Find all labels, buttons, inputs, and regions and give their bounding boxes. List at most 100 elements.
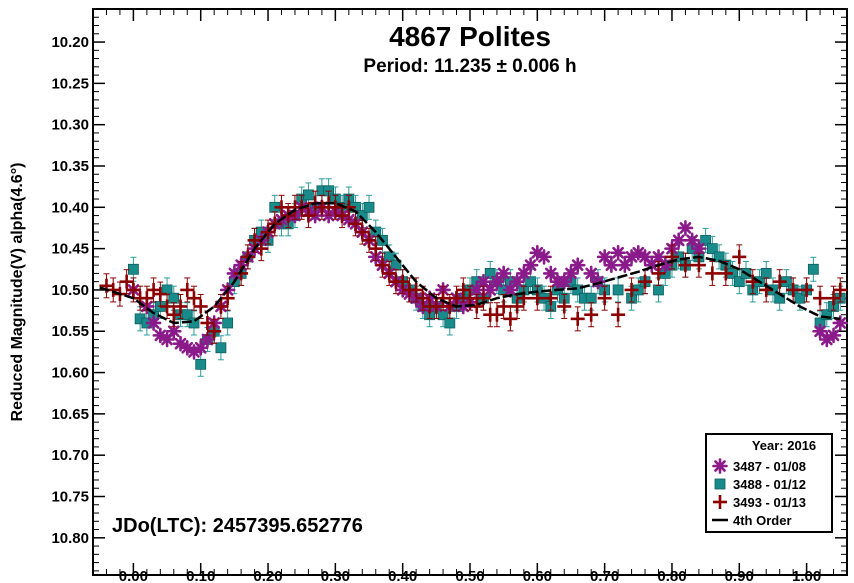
data-point: [463, 291, 477, 306]
x-tick-label: 0.40: [388, 568, 417, 583]
data-point: [700, 234, 712, 246]
y-tick-label: 10.80: [51, 530, 89, 547]
data-point: [510, 299, 525, 314]
data-point: [166, 307, 181, 322]
data-point: [826, 291, 841, 306]
data-point: [165, 323, 182, 340]
data-point: [772, 274, 787, 289]
x-tick-label: 0.20: [253, 568, 282, 583]
y-tick-label: 10.60: [51, 365, 89, 382]
legend-swatch: [714, 478, 726, 490]
data-point: [678, 258, 693, 273]
data-point: [825, 327, 842, 344]
data-point: [760, 268, 772, 279]
data-point: [180, 282, 195, 297]
data-point: [596, 249, 613, 265]
data-point: [611, 307, 626, 322]
data-point: [160, 299, 175, 314]
legend-label: 4th Order: [733, 513, 792, 528]
legend-swatch: [713, 495, 727, 509]
data-point: [173, 299, 188, 314]
data-point: [516, 265, 532, 282]
data-point: [247, 233, 262, 248]
y-tick-label: 10.65: [51, 406, 89, 423]
data-point: [569, 257, 586, 273]
legend-label: 3493 - 01/13: [733, 495, 806, 510]
data-point: [495, 265, 512, 282]
data-point: [732, 249, 747, 264]
data-point: [436, 291, 451, 306]
data-point: [489, 307, 504, 322]
data-point: [188, 317, 200, 329]
data-point: [139, 291, 154, 306]
data-point: [186, 291, 201, 306]
data-point: [215, 342, 227, 354]
x-tick-label: 0.90: [725, 568, 754, 583]
legend-box: [705, 433, 833, 533]
data-point: [670, 232, 687, 249]
data-point: [168, 292, 180, 304]
data-point: [603, 257, 620, 273]
data-point: [807, 263, 819, 275]
data-point: [525, 276, 536, 288]
data-point: [585, 292, 597, 304]
y-axis-label: Reduced Magnitude(V) alpha(4.6°): [9, 163, 26, 422]
legend-title: Year: 2016: [752, 438, 816, 453]
y-tick-label: 10.50: [51, 282, 89, 299]
legend-swatch: [712, 458, 728, 474]
data-point: [328, 200, 343, 215]
data-point: [303, 189, 314, 201]
data-point: [733, 276, 745, 288]
data-point: [489, 273, 505, 290]
data-point: [638, 274, 653, 289]
x-tick-label: 0.80: [657, 568, 686, 583]
y-tick-label: 10.25: [51, 75, 89, 92]
data-point: [821, 309, 833, 321]
y-tick-label: 10.45: [51, 241, 89, 258]
data-point: [833, 282, 848, 297]
data-point: [207, 324, 222, 339]
data-point: [786, 282, 801, 297]
y-tick-label: 10.20: [51, 34, 89, 51]
data-point: [348, 216, 363, 231]
data-point: [612, 284, 624, 296]
data-point: [220, 291, 235, 306]
data-point: [362, 233, 377, 248]
data-point: [522, 257, 539, 273]
data-point: [691, 258, 706, 273]
chart-title: 4867 Polites: [389, 21, 551, 52]
data-point: [570, 311, 585, 326]
series-plus: [99, 190, 848, 344]
y-tick-label: 10.30: [51, 117, 89, 134]
data-point: [382, 266, 397, 281]
x-tick-label: 0.00: [119, 568, 148, 583]
data-point: [813, 291, 828, 306]
data-point: [653, 284, 664, 296]
data-point: [597, 291, 612, 306]
data-point: [200, 315, 215, 330]
data-point: [557, 299, 572, 314]
data-point: [261, 225, 276, 240]
data-point: [651, 266, 666, 281]
data-series: [99, 178, 849, 377]
data-point: [415, 291, 430, 306]
data-point: [794, 292, 806, 304]
data-point: [363, 201, 375, 213]
data-point: [195, 358, 207, 370]
data-point: [181, 309, 193, 321]
data-point: [355, 225, 370, 240]
data-point: [126, 282, 141, 297]
legend-items: 3487 - 01/08 3488 - 01/12 3493 - 01/13 4th …: [712, 458, 806, 528]
data-point: [274, 200, 289, 215]
x-tick-label: 0.30: [321, 568, 350, 583]
data-point: [119, 274, 134, 289]
x-tick-label: 0.10: [186, 568, 215, 583]
y-tick-label: 10.40: [51, 199, 89, 216]
data-point: [429, 299, 444, 314]
epoch-annotation: JDo(LTC): 2457395.652776: [112, 515, 363, 537]
x-tick-label: 0.60: [523, 568, 552, 583]
data-point: [799, 282, 814, 297]
data-point: [281, 208, 296, 223]
x-axis-ticks: 0.00 0.10 0.20 0.30 0.40 0.50 0.60 0.70 0.80 0.90…: [105, 9, 848, 583]
